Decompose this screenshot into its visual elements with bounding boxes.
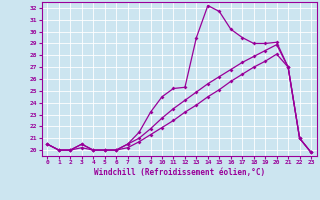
X-axis label: Windchill (Refroidissement éolien,°C): Windchill (Refroidissement éolien,°C) <box>94 168 265 177</box>
